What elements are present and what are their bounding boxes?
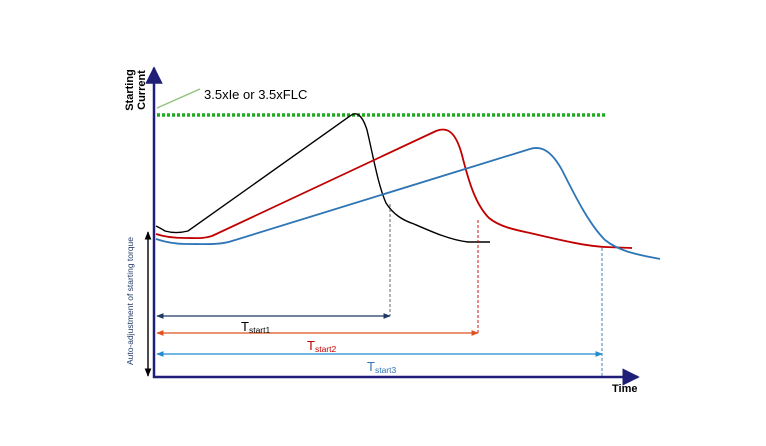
curve-start3 (155, 147, 661, 260)
tstart1-label-sub: start1 (249, 325, 271, 335)
tstart3-label-sub: start3 (375, 365, 397, 375)
tstart3-label-main: T (367, 359, 375, 374)
y-axis-label-line2: Current (136, 70, 148, 110)
tstart2-label: Tstart2 (307, 338, 336, 354)
tstart2-label-sub: start2 (315, 344, 337, 354)
limit-label: 3.5xIe or 3.5xFLC (204, 87, 307, 102)
tstart3-label: Tstart3 (367, 359, 396, 375)
torque-adjust-label: Auto-adjustment of starting torque (125, 237, 135, 365)
x-axis-label: Time (612, 383, 637, 395)
tstart1-label: Tstart1 (241, 319, 270, 335)
limit-label-leader (156, 88, 201, 109)
tstart2-label-main: T (307, 338, 315, 353)
curve-start2 (155, 128, 633, 249)
tstart1-label-main: T (241, 319, 249, 334)
y-axis-label-line1: Starting (124, 69, 136, 111)
curve-start1 (155, 113, 490, 243)
